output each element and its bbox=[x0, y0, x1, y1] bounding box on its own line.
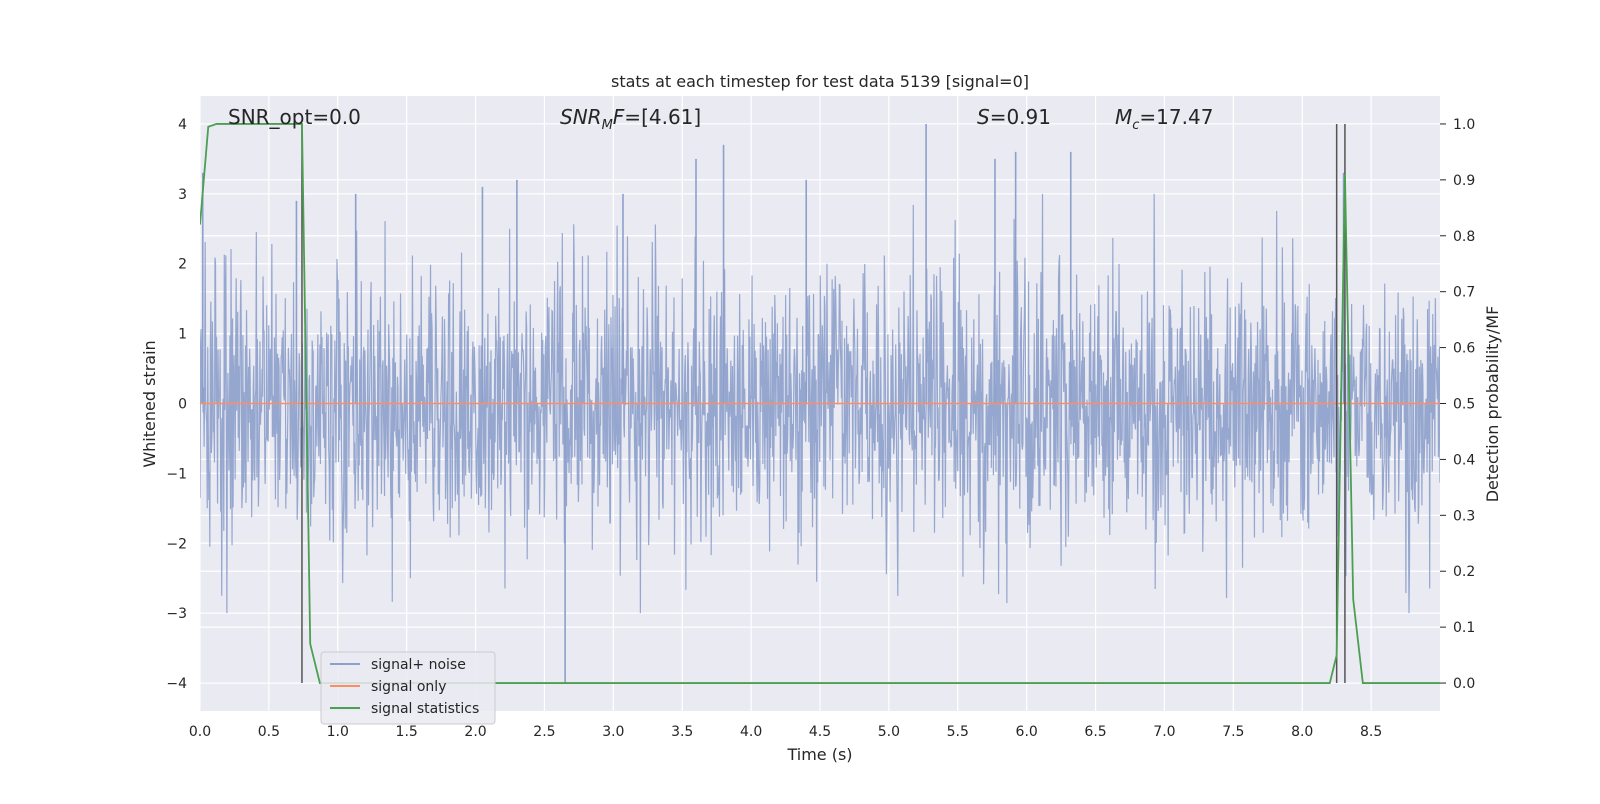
y-tick-label-right: 0.6 bbox=[1453, 341, 1475, 357]
y-tick-labels-left: 4 3 2 1 0 −1 −2 −3 −4 bbox=[166, 117, 187, 692]
y-tick-label-right: 0.1 bbox=[1453, 620, 1475, 636]
y-tick-label-left: 0 bbox=[178, 397, 187, 413]
y-tick-label-left: 3 bbox=[178, 187, 187, 203]
y-tick-label-right: 0.8 bbox=[1453, 229, 1475, 245]
x-tick-label: 7.5 bbox=[1222, 724, 1244, 740]
legend-label-signal-only: signal only bbox=[371, 679, 446, 695]
y-tick-label-right: 0.0 bbox=[1453, 676, 1475, 692]
y-tick-label-right: 1.0 bbox=[1453, 117, 1475, 133]
y-tick-label-right: 0.5 bbox=[1453, 397, 1475, 413]
x-tick-label: 1.0 bbox=[327, 724, 349, 740]
legend-box bbox=[320, 651, 496, 725]
legend: signal+ noise signal only signal statist… bbox=[320, 651, 496, 725]
y-tick-label-left: 2 bbox=[178, 257, 187, 273]
x-tick-label: 2.0 bbox=[464, 724, 486, 740]
y-tick-label-right: 0.9 bbox=[1453, 173, 1475, 189]
x-axis-label: Time (s) bbox=[786, 745, 852, 764]
y-tick-label-left: −1 bbox=[166, 466, 187, 482]
x-tick-label: 3.5 bbox=[671, 724, 693, 740]
x-tick-labels: 0.0 0.5 1.0 1.5 2.0 2.5 3.0 3.5 4.0 4.5 5.0 5.5 6.0 6… bbox=[189, 724, 1382, 740]
annotation-snr-mf: SNRMF=[4.61] bbox=[560, 105, 701, 133]
x-tick-label: 0.5 bbox=[258, 724, 280, 740]
chart-title: stats at each timestep for test data 513… bbox=[611, 72, 1029, 91]
x-tick-label: 2.5 bbox=[533, 724, 555, 740]
y-tick-label-left: 1 bbox=[178, 327, 187, 343]
y-axis-label-right: Detection probability/MF bbox=[1483, 306, 1502, 503]
x-tick-label: 5.0 bbox=[878, 724, 900, 740]
legend-label-signal-statistics: signal statistics bbox=[371, 701, 479, 717]
annotation-mc: Mc=17.47 bbox=[1115, 105, 1213, 133]
x-tick-label: 8.0 bbox=[1291, 724, 1313, 740]
y-axis-label-left: Whitened strain bbox=[140, 340, 159, 467]
x-tick-label: 7.0 bbox=[1153, 724, 1175, 740]
x-tick-label: 3.0 bbox=[602, 724, 624, 740]
y-tick-label-left: −4 bbox=[166, 676, 187, 692]
x-tick-label: 5.5 bbox=[947, 724, 969, 740]
y-tick-labels-right: 1.0 0.9 0.8 0.7 0.6 0.5 0.4 0.3 0.2 0.1 0.0 bbox=[1440, 117, 1475, 692]
y-tick-label-right: 0.2 bbox=[1453, 564, 1475, 580]
x-tick-label: 6.5 bbox=[1084, 724, 1106, 740]
x-tick-label: 0.0 bbox=[189, 724, 211, 740]
x-tick-label: 4.0 bbox=[740, 724, 762, 740]
series-signal-statistics bbox=[200, 123, 1440, 684]
annotation-snr-opt: SNR_opt=0.0 bbox=[228, 105, 361, 129]
y-tick-label-right: 0.7 bbox=[1453, 285, 1475, 301]
x-tick-label: 1.5 bbox=[396, 724, 418, 740]
signal-statistics-line bbox=[200, 123, 1440, 684]
x-tick-label: 4.5 bbox=[809, 724, 831, 740]
x-tick-label: 8.5 bbox=[1360, 724, 1382, 740]
y-tick-label-left: −3 bbox=[166, 606, 187, 622]
noise-line bbox=[200, 193, 1440, 614]
y-tick-label-left: 4 bbox=[178, 117, 187, 133]
y-tick-label-right: 0.4 bbox=[1453, 452, 1475, 468]
annotation-s: S=0.91 bbox=[977, 105, 1051, 129]
y-tick-label-left: −2 bbox=[166, 536, 187, 552]
series-signal-noise bbox=[200, 123, 1440, 684]
x-tick-label: 6.0 bbox=[1016, 724, 1038, 740]
y-tick-label-right: 0.3 bbox=[1453, 508, 1475, 524]
legend-label-signal-noise: signal+ noise bbox=[371, 657, 466, 673]
